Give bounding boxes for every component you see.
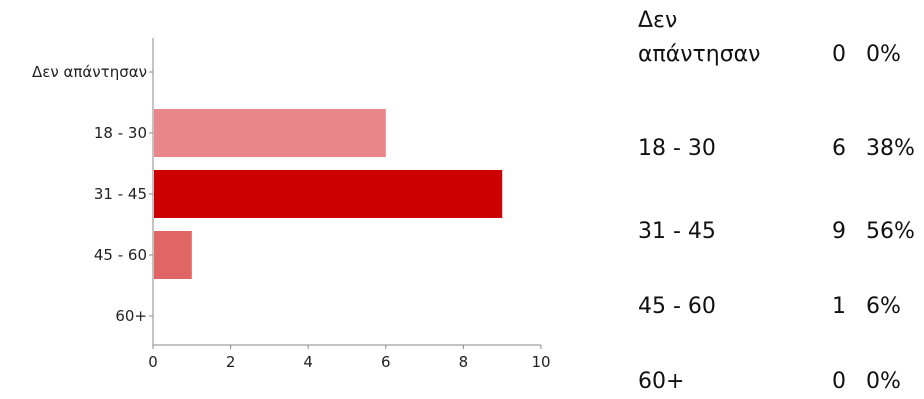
category-label: Δεν απάντησαν	[32, 63, 147, 81]
summary-label: 45 - 60	[638, 294, 716, 319]
x-tick-label: 10	[531, 353, 550, 371]
summary-percent: 56%	[866, 219, 915, 244]
bar-2	[154, 170, 503, 218]
summary-percent: 6%	[866, 294, 901, 319]
x-tick-label: 0	[148, 353, 158, 371]
summary-percent: 0%	[866, 369, 901, 394]
summary-count: 9	[832, 219, 846, 244]
x-axis-ticks: 0 2 4 6 8 10	[148, 345, 551, 371]
summary-label: 60+	[638, 369, 685, 394]
bar-3	[154, 231, 192, 279]
summary-count: 6	[832, 136, 846, 161]
summary-label: 31 - 45	[638, 219, 716, 244]
summary-count: 0	[832, 369, 846, 394]
summary-count: 1	[832, 294, 846, 319]
response-summary: Δεν απάντησαν 0 0% 18 - 30 6 38% 31 - 45 9 56% 45…	[638, 0, 924, 399]
summary-label: 18 - 30	[638, 136, 716, 161]
summary-count: 0	[832, 42, 846, 67]
summary-label: Δεν απάντησαν	[638, 8, 761, 67]
x-tick-label: 6	[381, 353, 391, 371]
category-label: 18 - 30	[94, 124, 147, 142]
x-tick-label: 4	[303, 353, 313, 371]
bars-group	[154, 109, 503, 279]
category-label: 45 - 60	[94, 246, 147, 264]
category-labels: Δεν απάντησαν 18 - 30 31 - 45 45 - 60 60+	[32, 63, 153, 325]
bar-1	[154, 109, 386, 157]
category-label: 31 - 45	[94, 185, 147, 203]
summary-percent: 38%	[866, 136, 915, 161]
summary-percent: 0%	[866, 42, 901, 67]
x-tick-label: 8	[459, 353, 469, 371]
bar-chart: Δεν απάντησαν 18 - 30 31 - 45 45 - 60 60+ 0 2…	[32, 38, 551, 371]
x-tick-label: 2	[226, 353, 236, 371]
category-label: 60+	[115, 307, 147, 325]
